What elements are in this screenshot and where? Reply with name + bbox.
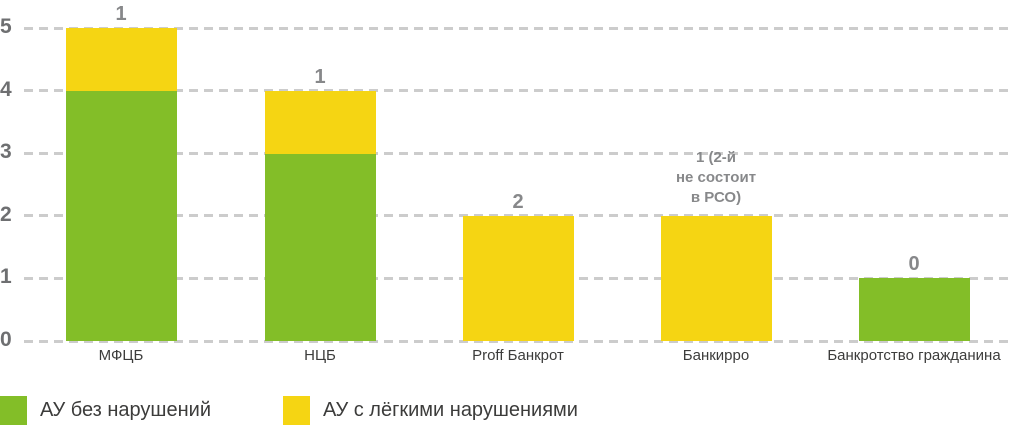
legend-label-light-violations: АУ с лёгкими нарушениями: [323, 399, 578, 421]
y-axis-tick-label: 3: [0, 140, 12, 163]
gridline: [24, 340, 1014, 343]
bar-segment-no-violations: [66, 91, 177, 341]
bar-value-label: 0: [908, 253, 920, 275]
y-axis-tick-label: 0: [0, 328, 12, 351]
x-axis-label: Банкирро: [682, 347, 750, 364]
x-axis-label: НЦБ: [304, 347, 336, 364]
bar-segment-light-violations: [463, 216, 574, 341]
y-axis-tick-label: 2: [0, 203, 12, 226]
gridline: [24, 214, 1014, 217]
bar-segment-no-violations: [265, 153, 376, 341]
y-axis-tick-label: 4: [0, 78, 12, 101]
bar-segment-no-violations: [859, 278, 970, 341]
y-axis-tick-label: 1: [0, 265, 12, 288]
bar-value-label: 2: [512, 191, 524, 213]
bar-segment-light-violations: [66, 28, 177, 91]
legend-swatch-yellow: [283, 396, 310, 425]
x-axis-label: Proff Банкрот: [472, 347, 564, 364]
bar-value-label: 1: [115, 3, 127, 25]
bar-segment-light-violations: [661, 216, 772, 341]
x-axis-label: МФЦБ: [98, 347, 144, 364]
legend: АУ без нарушений АУ с лёгкими нарушениям…: [0, 396, 1024, 425]
bar-segment-light-violations: [265, 91, 376, 154]
x-axis-label: Банкротство гражданина: [827, 347, 1001, 364]
legend-item-no-violations: АУ без нарушений: [0, 396, 211, 425]
gridline: [24, 27, 1014, 30]
legend-label-no-violations: АУ без нарушений: [40, 399, 211, 421]
legend-swatch-green: [0, 396, 27, 425]
gridline: [24, 152, 1014, 155]
y-axis-tick-label: 5: [0, 15, 12, 38]
gridline: [24, 89, 1014, 92]
bar-value-label: 1: [314, 66, 326, 88]
bar-value-label: 1 (2-й не состоит в РСО): [675, 149, 757, 206]
legend-item-light-violations: АУ с лёгкими нарушениями: [283, 396, 578, 425]
